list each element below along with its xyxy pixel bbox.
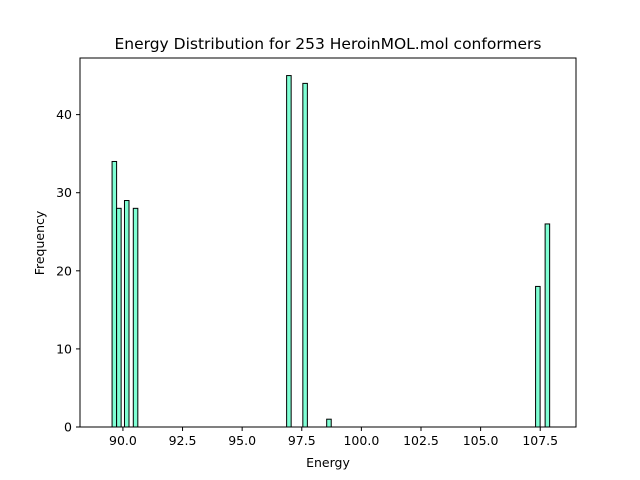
histogram-bar-8 [544, 223, 551, 428]
histogram-bar-5 [302, 82, 308, 428]
histogram-bar-6 [326, 418, 332, 428]
histogram-bar-1 [116, 207, 122, 428]
x-tick-label-4: 100.0 [343, 433, 379, 448]
histogram-bar-3 [132, 207, 139, 428]
y-tick-label-1: 10 [56, 341, 72, 356]
histogram-bar-2 [123, 200, 130, 428]
x-tick-label-1: 92.5 [169, 433, 197, 448]
x-tick-label-6: 105.0 [463, 433, 499, 448]
histogram-bar-4 [286, 75, 292, 428]
x-tick-label-3: 97.5 [288, 433, 316, 448]
y-tick-label-4: 40 [56, 107, 72, 122]
plot-frame [79, 57, 577, 428]
y-tick-label-2: 20 [56, 263, 72, 278]
x-tick-label-0: 90.0 [109, 433, 137, 448]
ticks-layer: 90.0 92.5 95.0 97.5 100.0 102.5 105.0 107.5 0 10 2… [56, 107, 558, 448]
chart-title: Energy Distribution for 253 HeroinMOL.mo… [114, 35, 541, 53]
x-axis-label: Energy [306, 455, 350, 470]
histogram-bar-0 [111, 160, 118, 428]
bars-layer [111, 75, 551, 428]
y-tick-label-0: 0 [64, 420, 72, 435]
y-axis-label: Frequency [32, 210, 47, 275]
x-tick-label-7: 107.5 [522, 433, 558, 448]
histogram-bar-7 [535, 285, 541, 428]
y-tick-label-3: 30 [56, 185, 72, 200]
x-tick-label-2: 95.0 [228, 433, 256, 448]
x-tick-label-5: 102.5 [403, 433, 439, 448]
